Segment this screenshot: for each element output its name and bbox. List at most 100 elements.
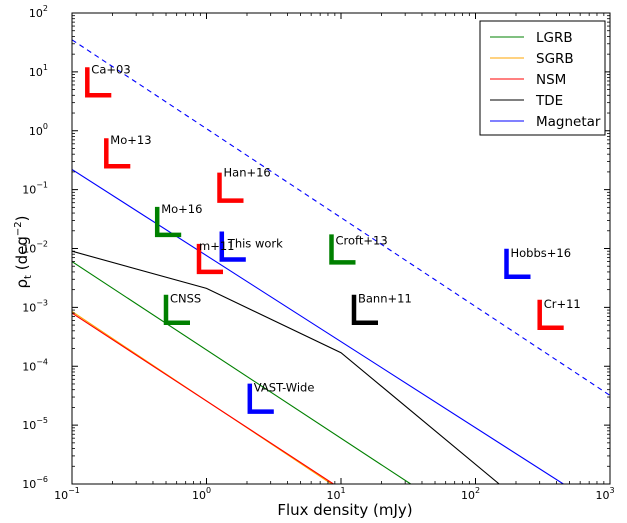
y-tick-exponent: −1 (36, 181, 48, 190)
x-tick-label: 102 (461, 486, 480, 502)
x-tick-label: 103 (595, 486, 614, 502)
y-tick-base: 10 (22, 360, 36, 373)
y-tick-base: 10 (22, 478, 36, 491)
y-tick-exponent: −6 (36, 475, 48, 484)
limit-bracket (85, 67, 112, 98)
y-tick-exponent: −3 (36, 298, 48, 307)
y-tick-base: 10 (22, 243, 36, 256)
y-tick-base: 10 (29, 125, 43, 138)
y-axis-label: ρt (deg−2) (13, 216, 34, 289)
y-tick-label: 10−2 (22, 240, 48, 256)
legend-label: LGRB (536, 30, 573, 46)
limit-marker-hobbs-16: Hobbs+16 (504, 246, 572, 280)
series-line-magnetar (72, 169, 564, 484)
limit-marker-han-16: Han+16 (217, 166, 271, 203)
y-tick-label: 101 (29, 63, 48, 79)
y-tick-base: 10 (29, 66, 43, 79)
limit-marker-m-11: m+11 (196, 239, 234, 275)
limit-bracket (217, 172, 244, 203)
y-tick-label: 10−4 (22, 357, 48, 373)
limit-label: Han+16 (224, 166, 271, 180)
y-tick-base: 10 (29, 7, 43, 20)
series-line-nsm (72, 312, 334, 484)
y-axis-label-subscript: t (23, 275, 34, 279)
y-tick-label: 10−3 (22, 298, 48, 314)
x-tick-label: 100 (192, 486, 211, 502)
limit-bracket (504, 248, 531, 280)
limit-label: Hobbs+16 (511, 246, 572, 260)
legend-entry-magnetar: Magnetar (490, 114, 601, 130)
limit-label: This work (227, 237, 283, 251)
y-tick-label: 10−6 (22, 475, 48, 491)
legend-box (479, 20, 606, 136)
limit-marker-mo-16: Mo+16 (154, 202, 202, 238)
y-tick-base: 10 (22, 184, 36, 197)
y-tick-exponent: −2 (36, 240, 48, 249)
x-tick-base: 10 (326, 489, 340, 502)
limit-label: CNSS (170, 292, 201, 306)
x-tick-exponent: 0 (206, 486, 211, 495)
legend: LGRB SGRB NSM TDE Magnetar (479, 20, 606, 136)
limit-marker-mo-13: Mo+13 (104, 133, 152, 169)
limit-bracket (154, 206, 182, 238)
x-tick-label: 10−1 (54, 486, 80, 502)
limit-marker-croft-13: Croft+13 (329, 233, 388, 265)
legend-entry-sgrb: SGRB (490, 51, 574, 67)
legend-entry-tde: TDE (490, 93, 563, 109)
limit-bracket (196, 243, 223, 275)
limit-bracket (104, 138, 131, 169)
y-tick-label: 102 (29, 4, 48, 20)
y-tick-base: 10 (22, 419, 36, 432)
x-tick-base: 10 (595, 489, 609, 502)
y-tick-base: 10 (22, 301, 36, 314)
y-tick-exponent: −4 (36, 357, 48, 366)
x-tick-exponent: 2 (475, 486, 480, 495)
limit-bracket (163, 294, 190, 325)
limit-bracket (351, 294, 378, 325)
series-line-tde (72, 250, 500, 484)
limit-label: Mo+13 (110, 133, 151, 147)
y-tick-label: 100 (29, 122, 48, 138)
y-tick-exponent: 1 (43, 63, 48, 72)
legend-entry-lgrb: LGRB (490, 30, 573, 46)
x-tick-label: 101 (326, 486, 345, 502)
x-tick-exponent: 3 (609, 486, 614, 495)
limit-label: Ca+03 (91, 62, 130, 76)
y-axis-label-units-close: ) (13, 216, 31, 222)
limit-label: Croft+13 (336, 233, 388, 247)
legend-label: SGRB (536, 51, 574, 67)
x-tick-exponent: −1 (68, 486, 80, 495)
limit-marker-bann-11: Bann+11 (351, 292, 412, 325)
y-axis-label-units-exponent: −2 (13, 221, 24, 236)
limit-marker-cr-11: Cr+11 (537, 297, 581, 331)
y-tick-exponent: −5 (36, 416, 48, 425)
limit-bracket (329, 234, 356, 265)
legend-label: NSM (536, 72, 566, 88)
series-line-lgrb (72, 261, 412, 484)
y-tick-label: 10−5 (22, 416, 48, 432)
x-axis-label: Flux density (mJy) (277, 501, 412, 519)
plot-lines (72, 39, 610, 484)
limit-marker-this-work: This work (219, 231, 283, 262)
limit-bracket (537, 299, 564, 331)
y-axis-label-units: (deg (13, 236, 31, 275)
limit-label: Mo+16 (161, 202, 202, 216)
legend-label: TDE (535, 93, 563, 109)
limit-bracket (247, 383, 274, 414)
limit-label: m+11 (199, 239, 234, 253)
limit-marker-vast-wide: VAST-Wide (247, 381, 315, 414)
limit-marker-ca-03: Ca+03 (85, 62, 131, 98)
x-tick-exponent: 1 (340, 486, 345, 495)
limit-label: Bann+11 (358, 292, 412, 306)
legend-entry-nsm: NSM (490, 72, 566, 88)
limit-marker-cnss: CNSS (163, 292, 201, 325)
y-tick-label: 10−1 (22, 181, 48, 197)
y-axis-label-symbol: ρ (13, 279, 31, 289)
x-tick-base: 10 (54, 489, 68, 502)
limit-label: VAST-Wide (254, 381, 315, 395)
x-tick-base: 10 (192, 489, 206, 502)
x-tick-base: 10 (461, 489, 475, 502)
legend-label: Magnetar (536, 114, 601, 130)
